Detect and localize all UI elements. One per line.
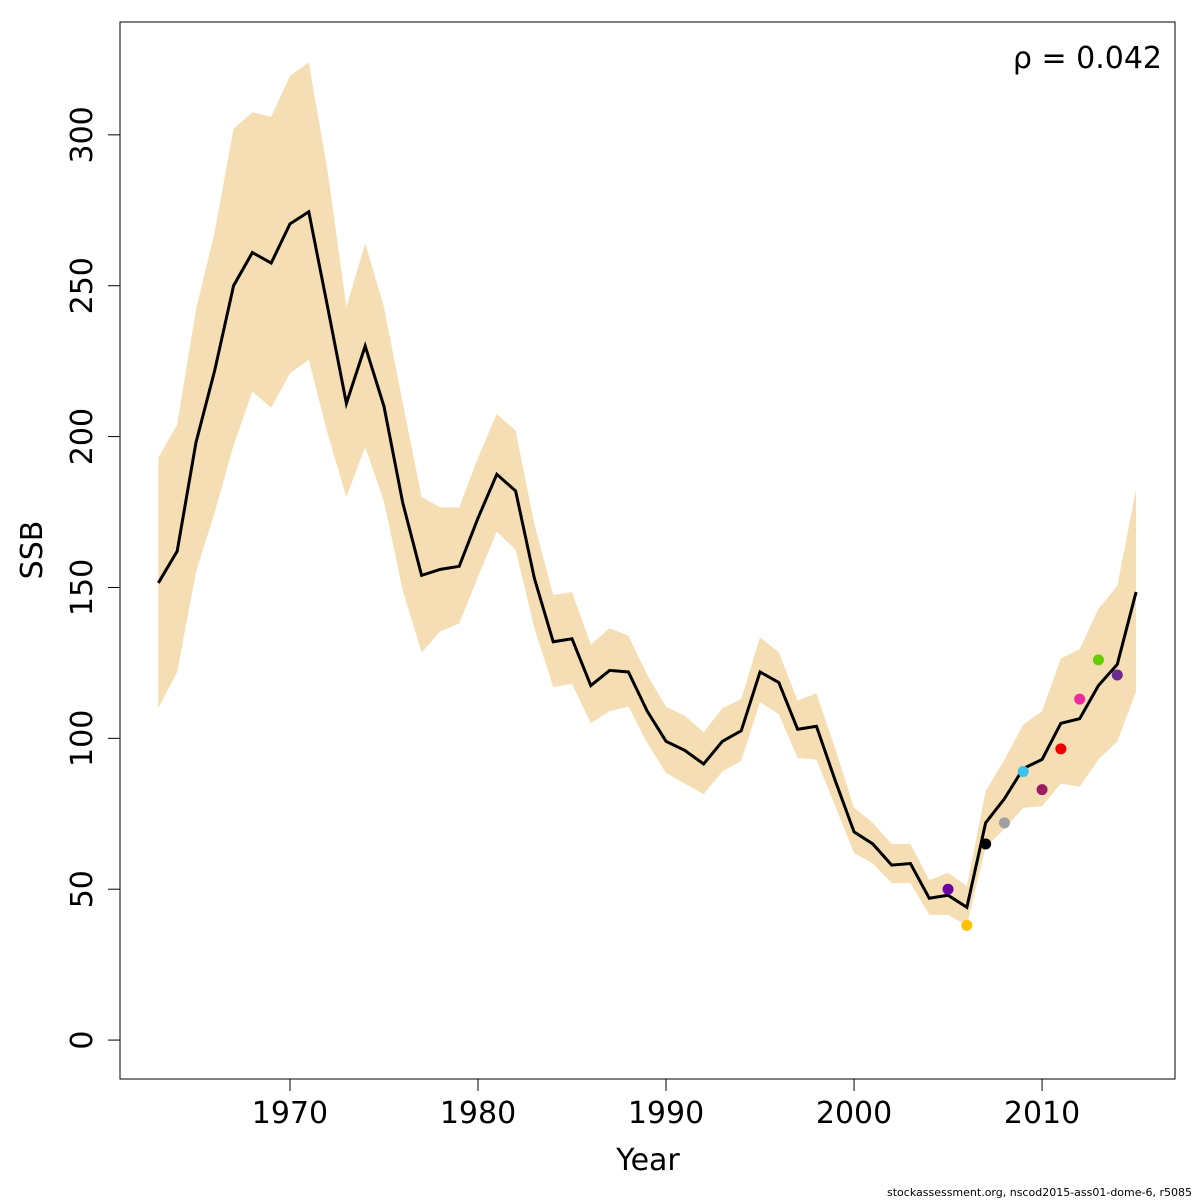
retro-endpoint [1111, 669, 1123, 681]
retro-endpoint [1036, 784, 1048, 796]
confidence-band [158, 62, 1137, 926]
annotation: ρ = 0.042 [1013, 41, 1162, 76]
y-tick-label: 100 [65, 710, 100, 767]
retro-endpoint [961, 919, 973, 931]
retro-endpoint [998, 817, 1010, 829]
retro-endpoint [1092, 654, 1104, 666]
ssb-line [157, 209, 1138, 910]
y-tick-label: 0 [65, 1031, 100, 1050]
x-tick-label: 1990 [628, 1096, 704, 1131]
y-tick-label: 200 [65, 408, 100, 465]
y-axis-label: SSB [15, 521, 50, 580]
y-tick-label: 150 [65, 559, 100, 616]
x-tick-label: 1980 [440, 1096, 516, 1131]
x-tick-label: 1970 [252, 1096, 328, 1131]
retro-endpoint [1074, 693, 1086, 705]
x-tick-label: 2000 [816, 1096, 892, 1131]
footer: stockassessment.org, nscod2015-ass01-dom… [887, 1186, 1192, 1199]
y-tick-label: 300 [65, 106, 100, 163]
x-tick-label: 2010 [1004, 1096, 1080, 1131]
retro-endpoint [942, 883, 954, 895]
y-tick-label: 50 [65, 870, 100, 908]
y-tick-label: 250 [65, 257, 100, 314]
retro-endpoint [980, 838, 992, 850]
retro-endpoint [1055, 743, 1067, 755]
retro-endpoint [1017, 766, 1029, 778]
x-axis-label: Year [615, 1143, 680, 1178]
